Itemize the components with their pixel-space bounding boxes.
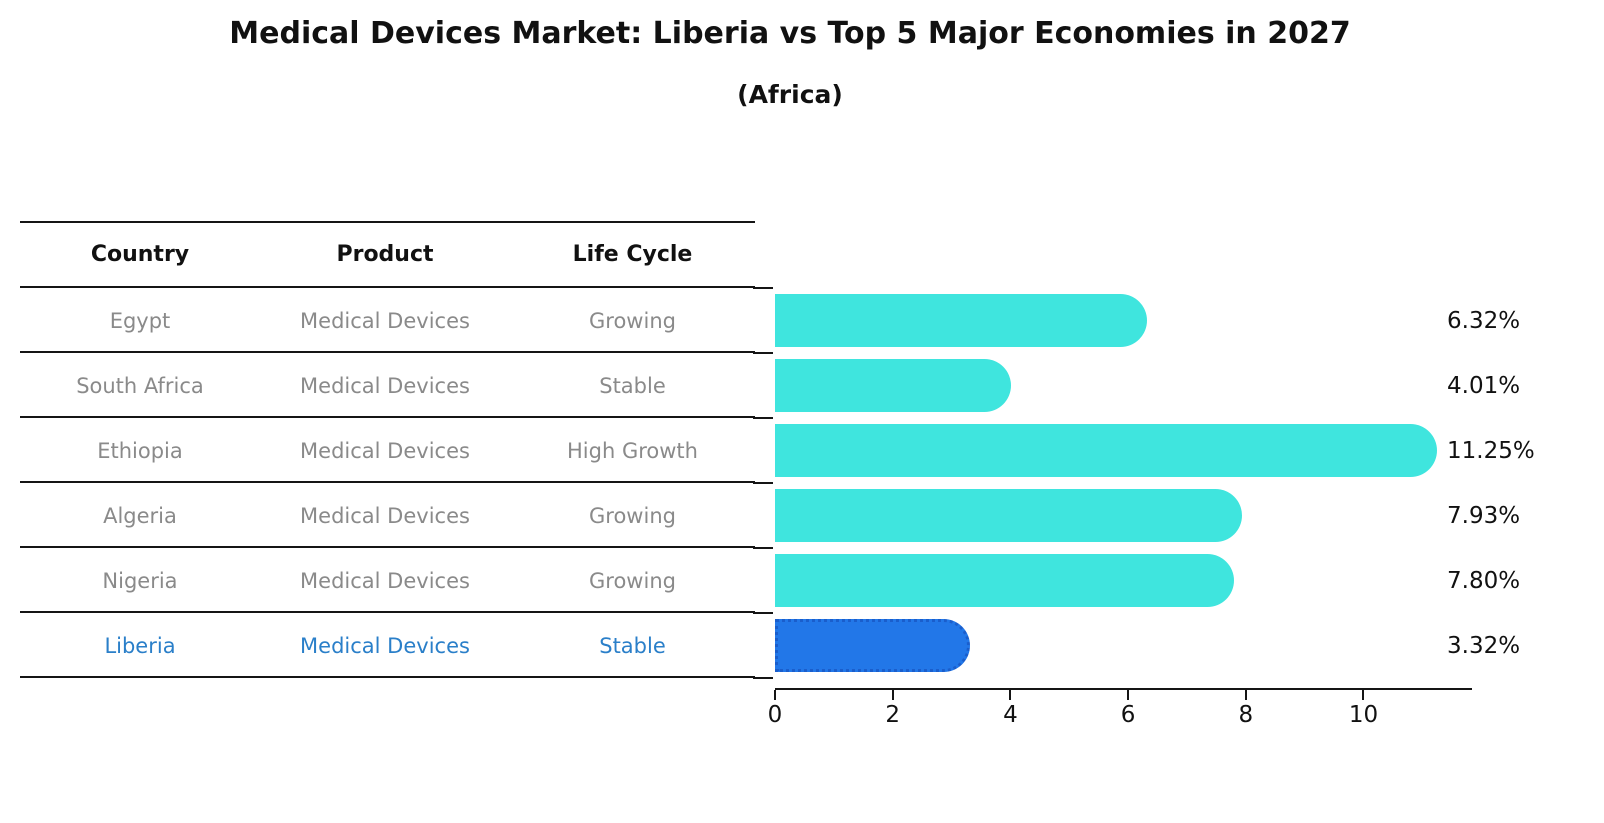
bar-value-label: 4.01% [1447,372,1521,399]
y-tick [753,547,773,549]
cell-life-cycle: Growing [589,308,676,333]
table-row: Nigeria Medical Devices Growing [0,548,760,613]
bar-value-label: 11.25% [1447,437,1535,464]
bar-value-label: 3.32% [1447,632,1521,659]
bar-value-label: 7.80% [1447,567,1521,594]
x-tick [1127,690,1130,700]
x-tick-label: 2 [885,702,901,728]
x-tick [1244,690,1247,700]
cell-product: Medical Devices [300,373,470,398]
table-header-row: Country Product Life Cycle [0,222,760,287]
cell-product: Medical Devices [300,438,470,463]
cell-country: Liberia [104,633,176,658]
column-header-life-cycle: Life Cycle [572,242,693,267]
cell-life-cycle: Growing [589,568,676,593]
table-row: Egypt Medical Devices Growing [0,288,760,353]
cell-product: Medical Devices [300,308,470,333]
cell-country: Algeria [103,503,177,528]
table-row: Ethiopia Medical Devices High Growth [0,418,760,483]
column-header-country: Country [90,242,190,267]
table-divider [20,481,755,483]
x-tick [774,690,776,700]
cell-country: Nigeria [102,568,178,593]
cell-life-cycle: High Growth [567,438,698,463]
bar [775,489,1242,542]
table-divider [20,611,755,613]
bar [775,294,1147,347]
cell-life-cycle: Stable [599,373,666,398]
bar-chart: 6.32% 4.01% 11.25% 7.93% 7.80% 3.32% 0 2… [753,287,1535,728]
table-divider [20,221,755,223]
x-tick-label: 6 [1120,702,1136,728]
cell-country: Egypt [109,308,171,333]
table-divider [20,286,755,288]
table-divider [20,546,755,548]
cell-product: Medical Devices [300,568,470,593]
x-tick-label: 4 [1003,702,1018,728]
table-row: Algeria Medical Devices Growing [0,483,760,548]
cell-country: Ethiopia [97,438,183,463]
column-header-product: Product [336,242,434,267]
table-row: Liberia Medical Devices Stable [0,613,760,678]
chart-subtitle: (Africa) [737,80,843,109]
y-tick [753,287,773,289]
table-row: South Africa Medical Devices Stable [0,353,760,418]
x-tick-label: 8 [1238,702,1254,728]
y-tick [753,677,773,679]
bar [775,359,1011,412]
table-divider [20,676,755,678]
bar-value-label: 7.93% [1447,502,1521,529]
cell-product: Medical Devices [300,503,470,528]
chart-title: Medical Devices Market: Liberia vs Top 5… [229,16,1351,51]
y-tick [753,352,773,354]
cell-product: Medical Devices [300,633,470,658]
x-tick-label: 0 [767,702,783,728]
x-tick [1009,690,1012,700]
bar [775,554,1235,607]
y-tick [753,482,773,484]
x-tick [891,690,894,700]
bar-value-label: 6.32% [1447,307,1521,334]
bar [775,424,1438,477]
table-divider [20,351,755,353]
x-tick [1362,690,1365,700]
cell-life-cycle: Growing [589,503,676,528]
cell-country: South Africa [76,373,204,398]
x-tick-label: 10 [1348,702,1379,728]
table-divider [20,416,755,418]
cell-life-cycle: Stable [599,633,666,658]
x-axis-line [775,688,1472,690]
y-tick [753,417,773,419]
bar [775,619,971,672]
y-tick [753,612,773,614]
